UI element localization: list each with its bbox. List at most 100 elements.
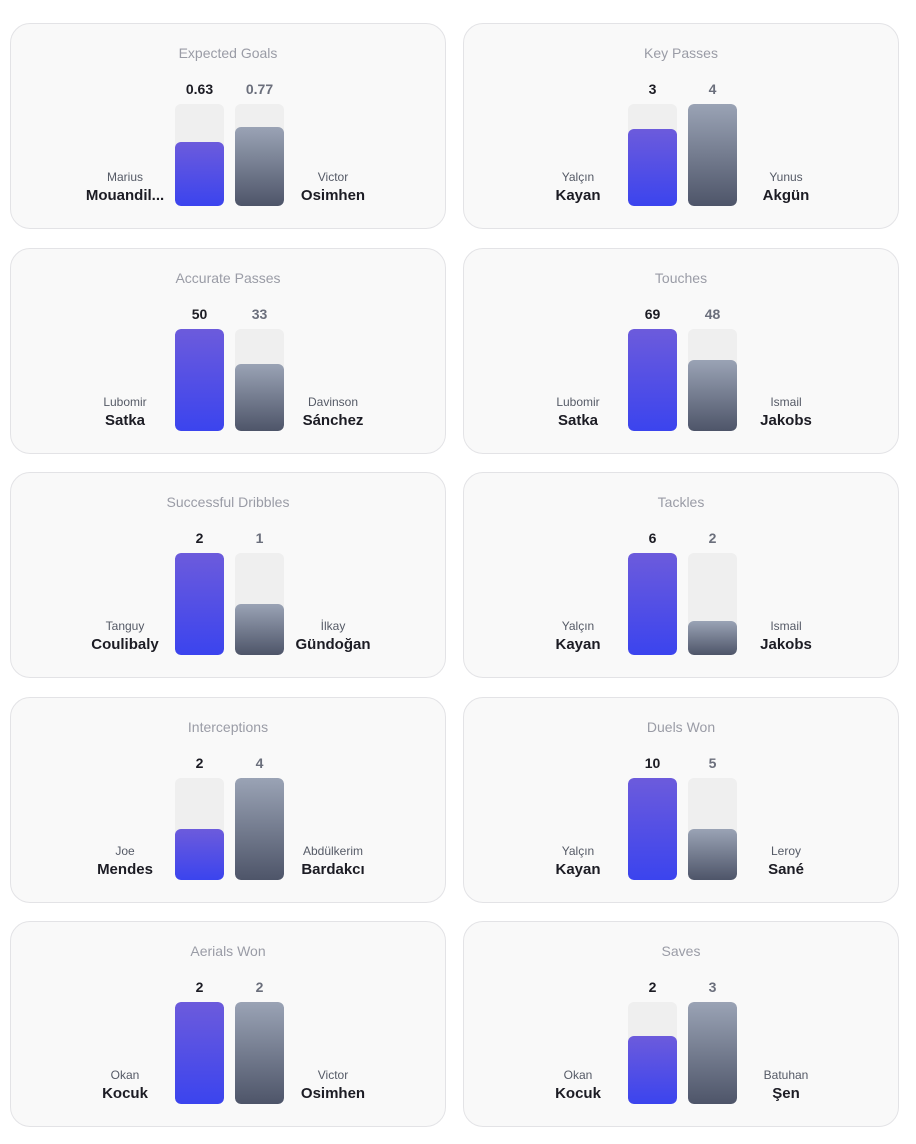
player-b-last-name: Sané xyxy=(768,860,804,878)
player-a-first-name: Tanguy xyxy=(105,619,145,633)
card-title: Touches xyxy=(654,269,708,286)
value-label-player-a: 2 xyxy=(195,979,204,995)
player-a: Okan Kocuk xyxy=(50,1068,200,1103)
bar-player-a xyxy=(175,553,224,655)
bar-player-a xyxy=(628,553,677,655)
player-a-last-name: Kayan xyxy=(555,860,601,878)
card-title: Aerials Won xyxy=(190,943,266,959)
player-b-first-name: Abdülkerim xyxy=(302,843,364,858)
player-a-first-name: Okan xyxy=(563,1068,593,1082)
card-title: Saves xyxy=(661,943,701,959)
accurate-passes-card: Accurate Passes 50 33 Lubomir Satka Davinson S… xyxy=(10,247,446,454)
player-b: Leroy Sané xyxy=(711,844,861,879)
value-label-player-b: 33 xyxy=(251,305,268,322)
value-label-player-a: 69 xyxy=(644,305,661,322)
interceptions-card: Interceptions 2 4 Joe Mendes Abdülkerim Bardak… xyxy=(10,696,446,903)
bar-track-player-a xyxy=(175,777,224,880)
player-a-first-name: Marius xyxy=(106,170,143,184)
bar-player-a xyxy=(175,328,224,431)
player-b: Victor Osimhen xyxy=(258,170,408,205)
value-label-player-a: 6 xyxy=(648,530,657,546)
player-b-last-name: Osimhen xyxy=(300,1085,366,1102)
bar-player-b xyxy=(688,621,737,655)
value-label-player-a: 10 xyxy=(644,754,661,771)
bar-track-player-a xyxy=(175,328,224,431)
bar-player-a xyxy=(628,129,677,206)
player-b-first-name: Batuhan xyxy=(763,1068,809,1082)
player-b-first-name: Leroy xyxy=(770,843,802,858)
player-b: Ismail Jakobs xyxy=(711,395,861,430)
player-b-first-name: Ismail xyxy=(770,394,802,409)
touches-card: Touches 69 48 Lubomir Satka Ismail Jakobs xyxy=(463,247,899,454)
player-a: Yalçın Kayan xyxy=(503,844,653,879)
player-b-last-name: Bardakcı xyxy=(301,860,365,878)
player-a-last-name: Kocuk xyxy=(555,1085,601,1102)
player-a: Yalçın Kayan xyxy=(503,619,653,654)
bar-track-player-a xyxy=(628,1002,677,1104)
player-a: Lubomir Satka xyxy=(50,395,200,430)
bar-player-b xyxy=(235,363,284,431)
bar-track-player-b xyxy=(688,1002,737,1104)
successful-dribbles-card: Successful Dribbles 2 1 Tanguy Coulibaly İlka… xyxy=(10,472,446,678)
player-a-first-name: Yalçın xyxy=(561,843,595,858)
expected-goals-card: Expected Goals 0.63 0.77 Marius Mouandil... V… xyxy=(10,23,446,229)
bar-player-b xyxy=(235,127,284,206)
value-label-player-b: 1 xyxy=(255,530,264,546)
value-label-player-a: 3 xyxy=(648,81,657,97)
player-b-last-name: Jakobs xyxy=(760,636,812,653)
player-a-last-name: Kayan xyxy=(555,636,601,653)
player-a-last-name: Mouandil... xyxy=(85,187,165,204)
player-b: Batuhan Şen xyxy=(711,1068,861,1103)
bar-track-player-a xyxy=(628,104,677,206)
value-label-player-b: 2 xyxy=(255,979,264,995)
bar-track-player-b xyxy=(688,777,737,880)
bar-track-player-a xyxy=(628,328,677,431)
player-a-first-name: Lubomir xyxy=(556,394,600,409)
value-label-player-b: 5 xyxy=(708,754,717,771)
player-a: Joe Mendes xyxy=(50,844,200,879)
player-b-last-name: Akgün xyxy=(762,187,810,204)
player-b: Abdülkerim Bardakcı xyxy=(258,844,408,879)
player-b-last-name: Gündoğan xyxy=(295,636,371,653)
saves-card: Saves 2 3 Okan Kocuk Batuhan Şen xyxy=(463,921,899,1127)
player-a-last-name: Satka xyxy=(557,411,599,429)
player-a-first-name: Okan xyxy=(110,1068,140,1082)
player-b: Yunus Akgün xyxy=(711,170,861,205)
bar-player-a xyxy=(175,1002,224,1104)
bar-player-b xyxy=(688,359,737,431)
player-a-last-name: Satka xyxy=(104,411,146,429)
bar-player-b xyxy=(688,104,737,206)
player-b: Davinson Sánchez xyxy=(258,395,408,430)
bar-player-a xyxy=(628,1036,677,1104)
player-b: Victor Osimhen xyxy=(258,1068,408,1103)
player-a-last-name: Kocuk xyxy=(102,1085,148,1102)
aerials-won-card: Aerials Won 2 2 Okan Kocuk Victor Osimhen xyxy=(10,921,446,1127)
value-label-player-a: 2 xyxy=(648,979,657,995)
player-a-first-name: Joe xyxy=(115,843,135,858)
player-b-last-name: Şen xyxy=(772,1085,800,1102)
player-a-last-name: Mendes xyxy=(97,860,153,878)
bar-track-player-b xyxy=(688,328,737,431)
player-a: Okan Kocuk xyxy=(503,1068,653,1103)
value-label-player-a: 50 xyxy=(191,305,208,322)
card-title: Tackles xyxy=(657,494,705,510)
player-b: Ismail Jakobs xyxy=(711,619,861,654)
key-passes-card: Key Passes 3 4 Yalçın Kayan Yunus Akgün xyxy=(463,23,899,229)
tackles-card: Tackles 6 2 Yalçın Kayan Ismail Jakobs xyxy=(463,472,899,678)
player-b-last-name: Jakobs xyxy=(760,411,812,429)
bar-player-b xyxy=(688,1002,737,1104)
bar-track-player-a xyxy=(628,777,677,880)
player-b-first-name: Yunus xyxy=(769,170,803,184)
player-b-last-name: Sánchez xyxy=(302,411,364,429)
player-b-last-name: Osimhen xyxy=(300,187,366,204)
bar-track-player-a xyxy=(175,104,224,206)
player-b-first-name: İlkay xyxy=(320,619,346,633)
player-b-first-name: Victor xyxy=(317,170,349,184)
card-title: Key Passes xyxy=(644,45,718,61)
bar-player-b xyxy=(235,777,284,880)
player-b-first-name: Davinson xyxy=(307,394,359,409)
bar-player-a xyxy=(175,142,224,206)
player-b: İlkay Gündoğan xyxy=(258,619,408,654)
value-label-player-a: 2 xyxy=(195,530,204,546)
player-a-first-name: Yalçın xyxy=(561,619,595,633)
